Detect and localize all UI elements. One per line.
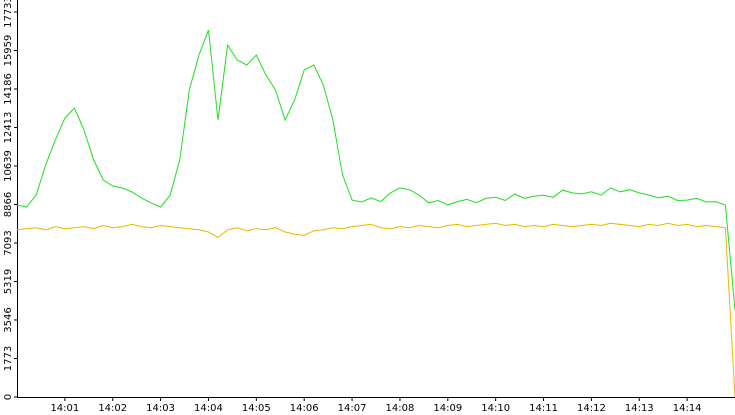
y-tick-label: 5319 [3,269,14,294]
x-tick-label: 14:06 [290,403,319,414]
y-tick-label: 8866 [3,192,14,217]
y-tick-label: 7093 [3,230,14,255]
x-tick-label: 14:05 [242,403,271,414]
series-line [16,222,735,398]
y-tick-label: 14186 [3,73,14,105]
x-tick-label: 14:10 [481,403,510,414]
y-tick-label: 15959 [3,35,14,67]
y-tick-label: 1773 [3,346,14,371]
x-tick-label: 14:02 [98,403,127,414]
y-tick-label: 17733 [3,0,14,28]
x-tick-label: 14:04 [194,403,223,414]
y-tick-label: 3546 [3,307,14,332]
x-tick-label: 14:11 [529,403,558,414]
series-line [16,29,735,311]
y-tick-label: 10639 [3,150,14,182]
x-tick-label: 14:08 [386,403,415,414]
x-tick-label: 14:01 [50,403,79,414]
x-tick-label: 14:09 [433,403,462,414]
x-tick-label: 14:13 [625,403,654,414]
x-tick-label: 14:12 [577,403,606,414]
y-tick-label: 12413 [3,112,14,144]
y-tick-label: 0 [3,394,14,400]
x-tick-label: 14:14 [673,403,702,414]
x-tick-label: 14:07 [338,403,367,414]
x-tick-label: 14:03 [146,403,175,414]
